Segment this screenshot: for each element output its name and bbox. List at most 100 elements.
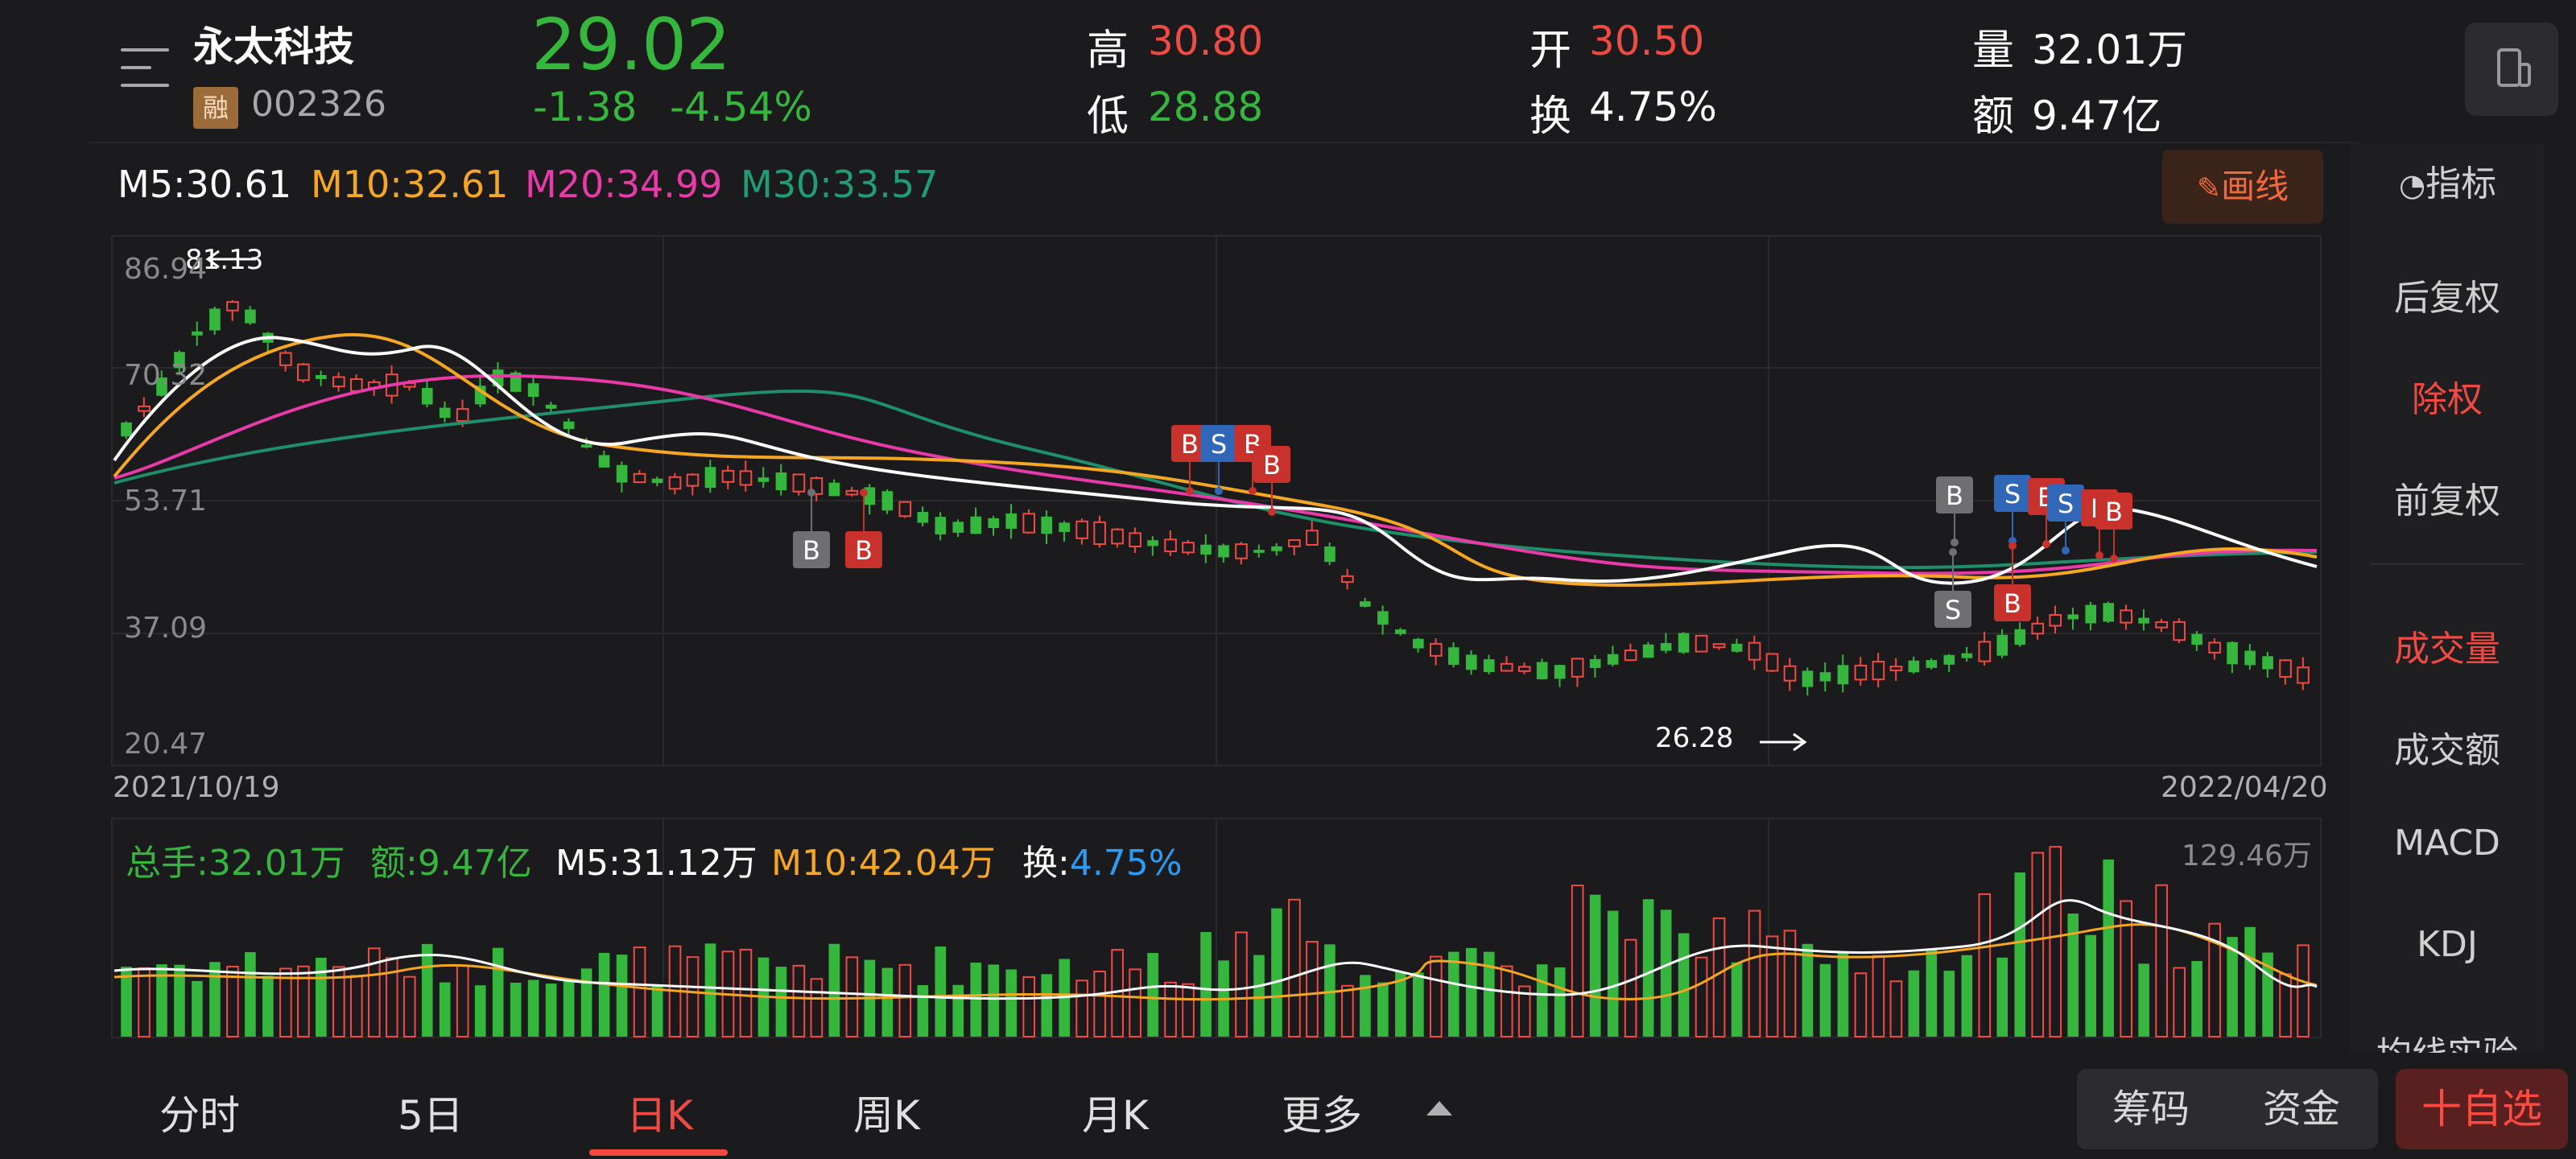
side-item-macd[interactable]: MACD <box>2394 823 2500 864</box>
candle-body <box>1164 538 1177 553</box>
caret-up-icon[interactable] <box>1426 1101 1452 1116</box>
volume-bar <box>1837 952 1849 1037</box>
y-tick-label: 70.32 <box>124 359 208 392</box>
volume-bar <box>1926 948 1938 1037</box>
candle-body <box>1041 516 1052 534</box>
tab-weekly-k[interactable]: 周K <box>853 1092 920 1139</box>
candle-body <box>1288 539 1301 547</box>
volume-bar <box>792 964 806 1037</box>
volume-value: 32.01万 <box>2032 27 2188 73</box>
buy-signal-badge[interactable] <box>1171 425 1208 462</box>
volume-label: 量 <box>1972 27 2015 75</box>
volume-bar <box>2227 937 2238 1037</box>
volume-bar <box>1235 931 1248 1037</box>
amount-legend: 额:9.47亿 <box>370 843 532 884</box>
volume-ma5-legend: M5:31.12万 <box>555 843 758 884</box>
sell-signal-badge[interactable] <box>1994 475 2031 512</box>
funds-button[interactable]: 资金 <box>2262 1087 2340 1132</box>
tab-daily-k[interactable]: 日K <box>626 1092 693 1139</box>
signal-label: S <box>1945 595 1961 625</box>
candle-body <box>1360 601 1371 607</box>
sell-signal-badge[interactable] <box>1934 591 1971 628</box>
side-item-kdj[interactable]: KDJ <box>2417 924 2478 965</box>
buy-signal-badge[interactable] <box>793 531 830 568</box>
candle-body <box>1200 544 1212 555</box>
volume-bar <box>1200 931 1212 1037</box>
signal-anchor <box>2095 551 2103 559</box>
side-item-post-adjusted[interactable]: 后复权 <box>2394 278 2500 319</box>
candle-body <box>2244 650 2256 666</box>
candle-body <box>1961 653 1973 658</box>
candle-body <box>1465 654 1477 670</box>
volume-bar <box>2297 944 2310 1037</box>
volume-bar <box>1129 968 1141 1038</box>
signal-anchor <box>807 489 815 497</box>
amount-label: 额 <box>1972 93 2015 141</box>
margin-trading-badge: 融 <box>193 87 238 129</box>
tab-monthly-k[interactable]: 月K <box>1082 1092 1149 1139</box>
candle-body <box>297 363 310 382</box>
candle-body <box>686 473 700 487</box>
volume-bar <box>1483 951 1495 1037</box>
ma30-line <box>114 390 2318 570</box>
side-item-amount[interactable]: 成交额 <box>2394 730 2500 771</box>
signal-label: B <box>803 535 820 566</box>
side-item-pre-adjusted[interactable]: 前复权 <box>2394 481 2500 522</box>
signal-label: S <box>2058 489 2074 519</box>
side-item-ex-rights[interactable]: 除权 <box>2412 379 2483 420</box>
menu-list-icon[interactable] <box>121 47 169 89</box>
volume-bar <box>2103 859 2115 1037</box>
amount-value: 9.47亿 <box>2032 93 2162 139</box>
period-low-label: 26.28 <box>1655 722 1733 754</box>
volume-bar <box>633 947 646 1037</box>
indicator-button[interactable]: ◔指标 <box>2399 155 2496 206</box>
volume-bar <box>297 965 310 1037</box>
candle-body <box>828 482 840 497</box>
chips-button[interactable]: 筹码 <box>2112 1087 2190 1132</box>
candle-body <box>1022 513 1036 534</box>
volume-bar <box>421 943 433 1037</box>
y-tick-label: 37.09 <box>124 612 208 645</box>
volume-bar <box>898 963 912 1037</box>
volume-bar <box>845 956 859 1037</box>
candle-body <box>1996 634 2008 656</box>
buy-signal-badge[interactable] <box>1994 584 2031 621</box>
volume-bar <box>1571 885 1584 1037</box>
landscape-toggle-button[interactable] <box>2465 23 2558 116</box>
candle-body <box>598 455 610 468</box>
sell-signal-badge[interactable] <box>2047 485 2084 522</box>
side-item-ma-lab[interactable]: 均线实验 <box>2351 1025 2544 1053</box>
candle-body <box>545 404 557 409</box>
candle-body <box>1430 642 1443 657</box>
volume-bar <box>527 980 539 1037</box>
tab-intraday[interactable]: 分时 <box>159 1092 240 1139</box>
volume-bar <box>510 983 522 1037</box>
volume-bar <box>474 985 486 1037</box>
add-to-watchlist-button[interactable]: 十自选 <box>2396 1069 2568 1149</box>
buy-signal-badge[interactable] <box>2095 493 2132 530</box>
candle-body <box>1943 654 1955 665</box>
indicator-side-panel <box>2351 143 2544 1053</box>
buy-signal-badge[interactable] <box>845 531 882 568</box>
volume-bar <box>810 978 824 1038</box>
draw-line-button[interactable]: ✎画线 <box>2162 150 2323 224</box>
buy-signal-badge[interactable] <box>1936 476 1973 514</box>
volume-bar <box>580 968 592 1037</box>
volume-bar <box>917 984 929 1037</box>
candle-body <box>988 518 1000 529</box>
tab-more[interactable]: 更多 <box>1282 1092 1362 1139</box>
volume-bar <box>1005 969 1018 1037</box>
tab-5day[interactable]: 5日 <box>398 1092 464 1139</box>
candle-body <box>1517 666 1531 672</box>
sell-signal-badge[interactable] <box>1200 425 1237 462</box>
buy-signal-badge[interactable] <box>1253 446 1290 483</box>
trade-signal-group: BBBSBBBSSBSBBB <box>793 425 2132 628</box>
volume-bar <box>226 965 239 1038</box>
candle-body <box>1819 672 1831 682</box>
candle-body <box>1341 575 1354 584</box>
signal-anchor <box>1268 508 1276 516</box>
candle-body <box>580 444 592 448</box>
volume-bar <box>1182 983 1195 1037</box>
candle-body <box>1271 546 1282 551</box>
side-item-volume[interactable]: 成交量 <box>2394 629 2500 670</box>
